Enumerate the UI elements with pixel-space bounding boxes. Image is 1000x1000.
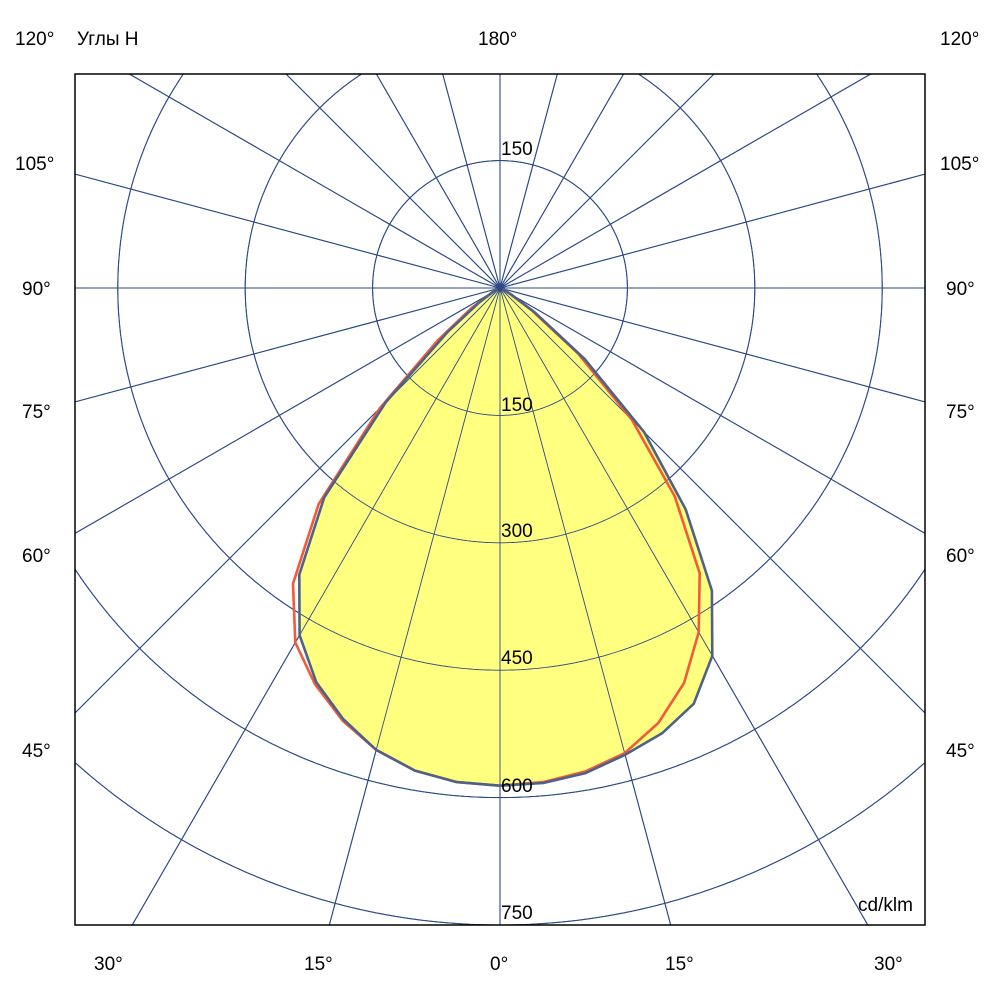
grid-radial-line <box>499 287 672 926</box>
bottom-angle-label: 30° <box>94 954 123 975</box>
grid-radial-line <box>499 73 624 289</box>
right-angle-label: 60° <box>946 546 975 567</box>
right-angle-label: 45° <box>946 741 975 762</box>
grid-radial-line <box>499 287 926 714</box>
bottom-angle-label: 30° <box>874 954 903 975</box>
bottom-angle-label: 15° <box>665 954 694 975</box>
grid-radial-line <box>499 287 926 403</box>
radial-label: 750 <box>501 903 533 924</box>
plot-frame <box>74 73 926 926</box>
grid-radial-line <box>328 287 501 926</box>
bottom-angle-label: 0° <box>490 954 508 975</box>
grid-radial-line <box>129 73 501 289</box>
grid-radial-line <box>131 287 501 926</box>
grid-radial-line <box>499 73 558 289</box>
grid-radial-line <box>376 73 501 289</box>
chart-title: Углы H <box>77 29 138 50</box>
top-center-angle-label: 180° <box>478 29 517 50</box>
polar-grid-overlay <box>74 73 926 926</box>
grid-radial-line <box>499 173 926 289</box>
intensity-fill-1 <box>299 288 713 786</box>
left-angle-label: 75° <box>22 402 51 423</box>
left-angle-label: 60° <box>22 546 51 567</box>
grid-radial-line <box>285 73 501 289</box>
radial-label: 600 <box>501 776 533 797</box>
top-right-angle-label: 120° <box>940 29 979 50</box>
grid-radial-line <box>74 287 501 534</box>
radial-label: 150 <box>501 395 533 416</box>
right-angle-label: 105° <box>940 154 979 175</box>
grid-radial-line <box>499 73 871 289</box>
right-angle-label: 90° <box>946 279 975 300</box>
right-angle-label: 75° <box>946 402 975 423</box>
intensity-curve-1 <box>297 286 714 788</box>
polar-center-point <box>497 285 503 291</box>
radial-label-top: 150 <box>501 139 533 160</box>
left-angle-label: 45° <box>22 741 51 762</box>
grid-circle <box>75 762 925 926</box>
grid-radial-line <box>499 287 869 926</box>
top-left-angle-label: 120° <box>15 29 54 50</box>
grid-circle <box>117 74 883 671</box>
grid-radial-line <box>74 287 501 714</box>
intensity-curves <box>299 288 713 786</box>
unit-label: cd/klm <box>858 895 913 916</box>
grid-radial-line <box>442 73 501 289</box>
grid-circle <box>74 569 926 799</box>
bottom-angle-label: 15° <box>304 954 333 975</box>
left-angle-label: 90° <box>22 279 51 300</box>
grid-radial-line <box>499 73 715 289</box>
grid-circle <box>244 73 756 544</box>
radial-label: 450 <box>501 648 533 669</box>
grid-radial-line <box>74 287 501 403</box>
grid-radial-line <box>74 173 501 289</box>
grid-radial-line <box>499 287 926 534</box>
radial-label: 300 <box>501 521 533 542</box>
left-angle-label: 105° <box>15 154 54 175</box>
